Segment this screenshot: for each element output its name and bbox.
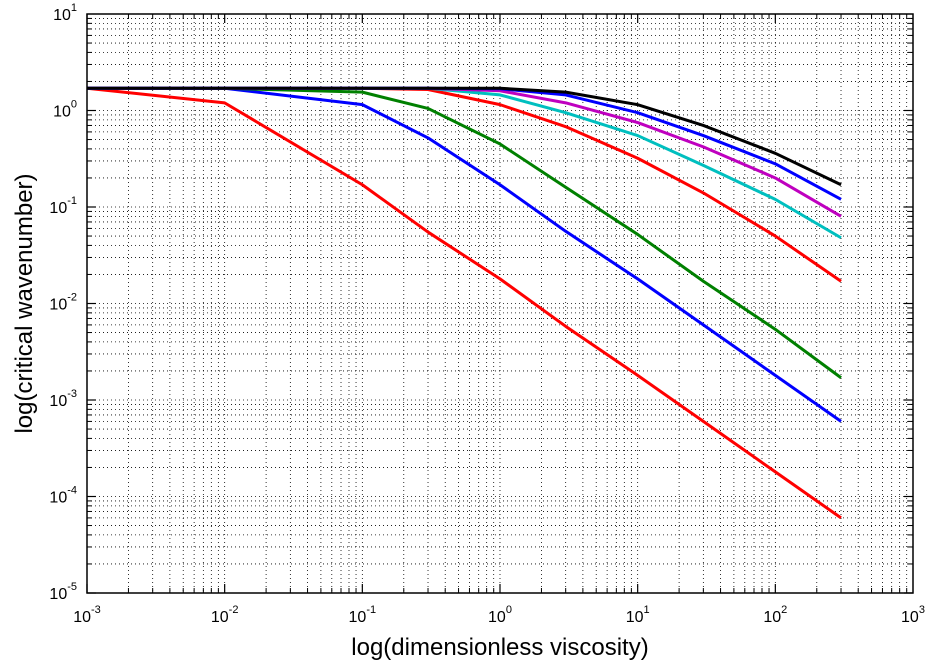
series-line-3 <box>87 86 842 379</box>
y-tick-label: 10-4 <box>49 485 77 507</box>
x-tick-labels: 10-3 10-2 10-1 100 101 102 103 <box>73 604 925 626</box>
y-tick-label: 10-1 <box>49 195 77 217</box>
series-line-8 <box>87 86 842 187</box>
y-tick-label: 100 <box>53 99 77 121</box>
x-tick-label: 103 <box>901 604 925 626</box>
x-tick-label: 101 <box>626 604 650 626</box>
series-layer <box>86 86 842 520</box>
major-grid <box>87 14 913 593</box>
x-tick-label: 10-2 <box>211 604 239 626</box>
series-line-2 <box>87 86 842 423</box>
y-tick-label: 10-3 <box>49 388 77 410</box>
x-tick-label: 100 <box>488 604 512 626</box>
x-tick-label: 102 <box>763 604 787 626</box>
y-axis-label: log(critical wavenumber) <box>11 173 38 433</box>
series-line-1 <box>86 86 842 520</box>
y-tick-labels: 10-5 10-4 10-3 10-2 10-1 100 101 <box>49 2 77 603</box>
y-tick-label: 10-2 <box>49 292 77 314</box>
x-axis-label: log(dimensionless viscosity) <box>351 634 648 661</box>
x-tick-label: 10-1 <box>349 604 377 626</box>
y-tick-label: 101 <box>53 2 77 24</box>
y-tick-label: 10-5 <box>49 581 77 603</box>
tick-marks <box>86 14 913 594</box>
x-tick-label: 10-3 <box>73 604 101 626</box>
